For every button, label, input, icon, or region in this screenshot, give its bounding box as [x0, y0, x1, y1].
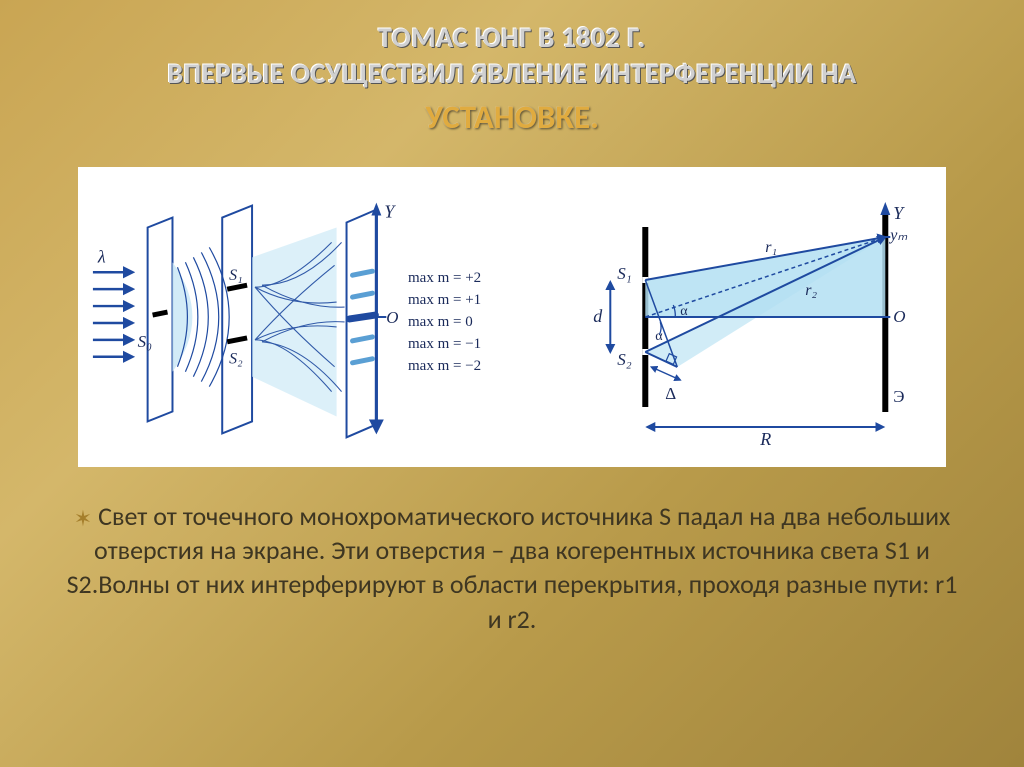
- fringe-label: max m = 0: [408, 311, 481, 333]
- r2-label: r₂: [806, 282, 818, 299]
- title-block: ТОМАС ЮНГ В 1802 Г. ВПЕРВЫЕ ОСУЩЕСТВИЛ Я…: [0, 0, 1024, 149]
- o-label-left: O: [386, 308, 398, 327]
- s0-label: S₀: [138, 332, 152, 351]
- fringe-labels: max m = +2 max m = +1 max m = 0 max m = …: [408, 267, 481, 377]
- fringe-label: max m = +1: [408, 289, 481, 311]
- s1-label: S₁: [229, 267, 242, 284]
- figure-area: λ S₀: [78, 167, 946, 467]
- fringe-label: max m = −1: [408, 333, 481, 355]
- s2-label: S₂: [229, 350, 243, 367]
- slide: ТОМАС ЮНГ В 1802 Г. ВПЕРВЫЕ ОСУЩЕСТВИЛ Я…: [0, 0, 1024, 767]
- y-label-r: Y: [894, 203, 906, 223]
- right-diagram: S₁ S₂ d Y O Э: [555, 167, 946, 467]
- d-label: d: [594, 306, 604, 326]
- fringe-label: max m = −2: [408, 355, 481, 377]
- e-label: Э: [894, 387, 905, 406]
- alpha1: α: [681, 304, 689, 319]
- y-axis-label: Y: [384, 201, 396, 221]
- o-label-r: O: [894, 307, 906, 326]
- title-line2: ВПЕРВЫЕ ОСУЩЕСТВИЛ ЯВЛЕНИЕ ИНТЕРФЕРЕНЦИИ…: [40, 56, 984, 92]
- s1-label-r: S₁: [618, 264, 632, 283]
- ym-label: yₘ: [889, 227, 908, 244]
- body-paragraph: Свет от точечного монохроматического ист…: [67, 500, 958, 635]
- R-label: R: [760, 429, 772, 449]
- title-line1: ТОМАС ЮНГ В 1802 Г.: [40, 20, 984, 56]
- delta-label: Δ: [666, 384, 677, 403]
- lambda-label: λ: [97, 246, 106, 266]
- left-diagram: λ S₀: [78, 167, 555, 467]
- fringe-label: max m = +2: [408, 267, 481, 289]
- s2-label-r: S₂: [618, 350, 633, 369]
- bullet-icon: ✶: [74, 505, 92, 532]
- body-text: ✶Свет от точечного монохроматического ис…: [0, 475, 1024, 636]
- title-highlight: УСТАНОВКЕ.: [40, 96, 984, 139]
- r1-label: r₁: [766, 239, 778, 256]
- alpha2: α: [656, 329, 664, 344]
